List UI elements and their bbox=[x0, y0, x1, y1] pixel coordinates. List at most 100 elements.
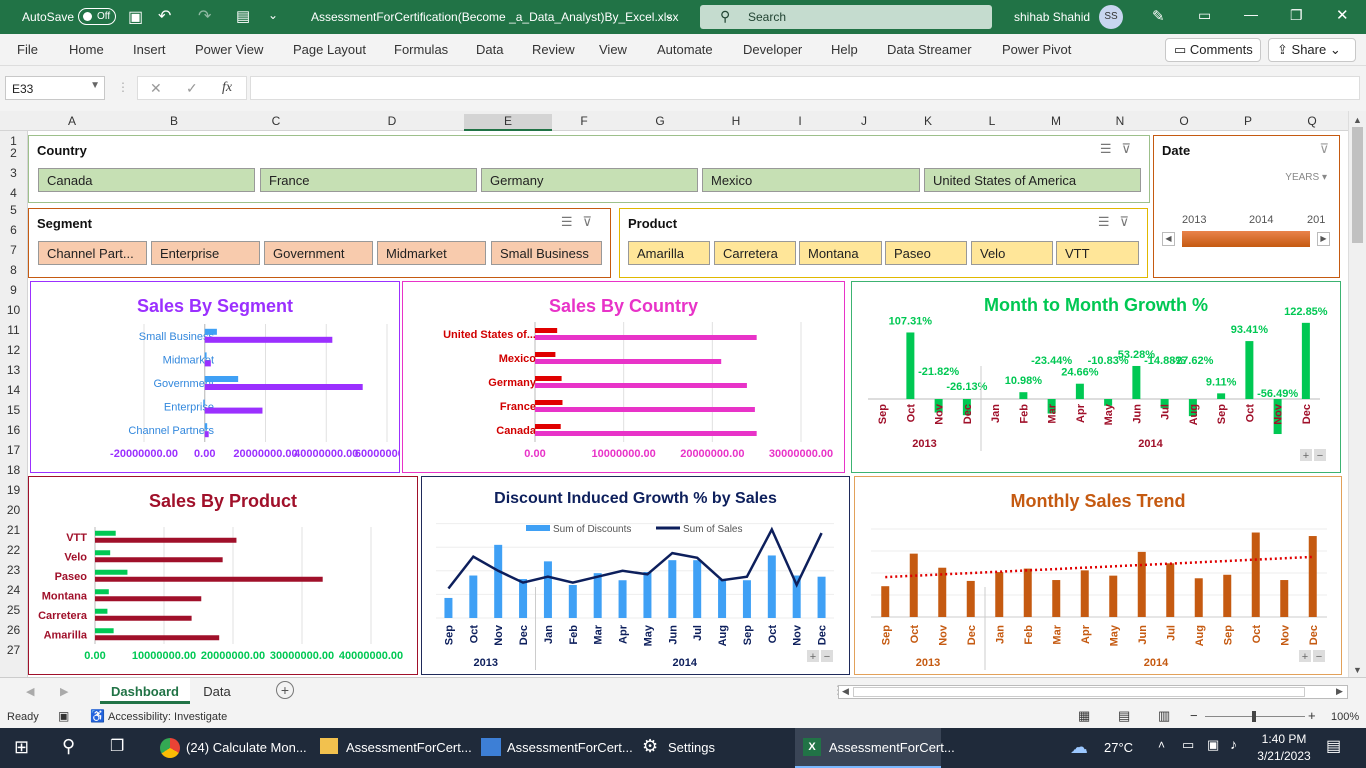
autosave-toggle[interactable]: Off bbox=[78, 8, 116, 25]
row-header[interactable]: 13 bbox=[6, 363, 21, 377]
zoom-out-icon[interactable]: − bbox=[1190, 708, 1198, 723]
row-header[interactable]: 3 bbox=[10, 166, 17, 180]
row-header[interactable]: 24 bbox=[6, 583, 21, 597]
row-header[interactable]: 9 bbox=[10, 283, 17, 297]
normal-view-icon[interactable]: ▦ bbox=[1078, 708, 1091, 723]
slicer-item-vtt[interactable]: VTT bbox=[1056, 241, 1139, 265]
timeline-selection-bar[interactable] bbox=[1182, 231, 1310, 247]
column-header[interactable]: C bbox=[271, 114, 281, 128]
tab-power-pivot[interactable]: Power Pivot bbox=[1002, 42, 1072, 57]
save-icon[interactable]: ▣ bbox=[128, 9, 144, 26]
row-header[interactable]: 8 bbox=[10, 263, 17, 277]
zoom-level[interactable]: 100% bbox=[1331, 711, 1360, 723]
tab-insert[interactable]: Insert bbox=[133, 42, 166, 57]
column-header[interactable]: P bbox=[1243, 114, 1252, 128]
cancel-icon[interactable]: ✕ bbox=[150, 80, 162, 96]
page-layout-view-icon[interactable]: ▤ bbox=[1118, 708, 1131, 723]
multi-select-icon[interactable]: ☰ bbox=[1099, 141, 1122, 156]
column-header[interactable]: H bbox=[731, 114, 741, 128]
customize-qat-icon[interactable]: ⌄ bbox=[268, 8, 279, 22]
column-header[interactable]: F bbox=[580, 114, 588, 128]
row-header[interactable]: 17 bbox=[6, 443, 21, 457]
insert-function-icon[interactable]: fx bbox=[222, 80, 233, 95]
volume-icon[interactable]: ♪ bbox=[1230, 736, 1237, 752]
tab-page-layout[interactable]: Page Layout bbox=[293, 42, 367, 57]
row-header[interactable]: 1 bbox=[10, 134, 17, 148]
row-header[interactable]: 7 bbox=[10, 243, 17, 257]
meet-now-icon[interactable]: ▭ bbox=[1182, 737, 1195, 752]
form-icon[interactable]: ▤ bbox=[236, 8, 251, 25]
slicer-item-france[interactable]: France bbox=[260, 168, 477, 192]
accessibility-icon[interactable]: ♿ bbox=[90, 709, 105, 723]
column-header[interactable]: D bbox=[387, 114, 397, 128]
task-view-icon[interactable]: ❐ bbox=[110, 738, 125, 755]
column-header[interactable]: M bbox=[1051, 114, 1061, 128]
notifications-icon[interactable]: ▤ bbox=[1326, 738, 1342, 755]
chart-monthly-trend[interactable]: Monthly Sales Trend Sep Oct Nov Dec Jan Feb Ma… bbox=[854, 476, 1342, 675]
slicer-item-small-business[interactable]: Small Business bbox=[491, 241, 602, 265]
tab-power-view[interactable]: Power View bbox=[195, 42, 264, 57]
row-header[interactable]: 18 bbox=[6, 463, 21, 477]
taskbar-app-photos[interactable]: AssessmentForCert... bbox=[507, 740, 633, 755]
slicer-item-amarilla[interactable]: Amarilla bbox=[628, 241, 710, 265]
slicer-item-government[interactable]: Government bbox=[264, 241, 373, 265]
row-header[interactable]: 2 bbox=[10, 146, 17, 160]
slicer-item-usa[interactable]: United States of America bbox=[924, 168, 1141, 192]
chart-month-growth[interactable]: Month to Month Growth % 107.31% -21.82% -2… bbox=[851, 281, 1341, 473]
row-header[interactable]: 21 bbox=[6, 523, 21, 537]
row-header[interactable]: 16 bbox=[6, 423, 21, 437]
column-header[interactable]: O bbox=[1179, 114, 1189, 128]
sheet-tab-dashboard[interactable]: Dashboard bbox=[100, 678, 190, 704]
settings-gear-icon[interactable]: ⚙ bbox=[642, 736, 659, 756]
taskbar-app-excel[interactable]: AssessmentForCert... bbox=[829, 740, 955, 755]
column-header[interactable]: I bbox=[798, 114, 802, 128]
row-header[interactable]: 5 bbox=[10, 203, 17, 217]
column-header-selected[interactable]: E bbox=[464, 114, 552, 131]
tab-help[interactable]: Help bbox=[831, 42, 858, 57]
chrome-icon[interactable] bbox=[160, 738, 180, 758]
add-sheet-icon[interactable]: + bbox=[276, 681, 294, 699]
comments-button[interactable]: ▭ Comments bbox=[1165, 38, 1261, 62]
slicer-item-paseo[interactable]: Paseo bbox=[885, 241, 967, 265]
page-break-view-icon[interactable]: ▥ bbox=[1158, 708, 1171, 723]
clear-filter-icon[interactable]: ⊽ bbox=[1119, 214, 1139, 229]
tab-developer[interactable]: Developer bbox=[743, 42, 803, 57]
ribbon-display-icon[interactable]: ▭ bbox=[1198, 7, 1212, 23]
row-header[interactable]: 12 bbox=[6, 343, 21, 357]
row-header[interactable]: 20 bbox=[6, 503, 21, 517]
slicer-item-channel-partners[interactable]: Channel Part... bbox=[38, 241, 147, 265]
scroll-right-icon[interactable]: ▶ bbox=[1336, 686, 1343, 696]
clear-filter-icon[interactable]: ⊽ bbox=[1121, 141, 1141, 156]
time-level-select[interactable]: YEARS ▾ bbox=[1285, 172, 1327, 183]
scroll-left-icon[interactable]: ◀ bbox=[842, 686, 849, 696]
timeline-right-icon[interactable]: ▶ bbox=[1317, 232, 1330, 246]
column-header[interactable]: J bbox=[861, 114, 867, 128]
taskbar-app-chrome[interactable]: (24) Calculate Mon... bbox=[186, 740, 307, 755]
accessibility-status[interactable]: Accessibility: Investigate bbox=[108, 711, 228, 723]
row-header[interactable]: 4 bbox=[10, 186, 17, 200]
zoom-slider-thumb[interactable] bbox=[1252, 711, 1256, 722]
row-header[interactable]: 22 bbox=[6, 543, 21, 557]
folder-icon[interactable] bbox=[320, 738, 338, 754]
chart-discount-growth[interactable]: Discount Induced Growth % by Sales Sum o… bbox=[421, 476, 850, 675]
slicer-item-mexico[interactable]: Mexico bbox=[702, 168, 920, 192]
undo-icon[interactable]: ↶ bbox=[158, 8, 172, 25]
row-header[interactable]: 26 bbox=[6, 623, 21, 637]
column-header[interactable]: N bbox=[1115, 114, 1125, 128]
tab-automate[interactable]: Automate bbox=[657, 42, 713, 57]
clock-time[interactable]: 1:40 PM bbox=[1261, 732, 1307, 746]
vertical-scrollbar[interactable]: ▲ ▼ bbox=[1348, 111, 1366, 677]
avatar[interactable]: SS bbox=[1099, 5, 1123, 29]
horizontal-scrollbar[interactable]: ◀ ▶ bbox=[838, 685, 1348, 699]
slicer-item-velo[interactable]: Velo bbox=[971, 241, 1053, 265]
search-box[interactable]: ⚲ Search bbox=[700, 5, 992, 29]
macro-record-icon[interactable]: ▣ bbox=[58, 709, 70, 723]
taskbar-app-explorer[interactable]: AssessmentForCert... bbox=[346, 740, 472, 755]
redo-icon[interactable]: ↷ bbox=[198, 8, 212, 25]
slicer-item-carretera[interactable]: Carretera bbox=[714, 241, 796, 265]
windows-start-icon[interactable]: ⊞ bbox=[14, 737, 30, 757]
sheet-tab-data[interactable]: Data bbox=[203, 684, 231, 699]
worksheet-grid[interactable]: Country ☰⊽ Canada France Germany Mexico … bbox=[28, 131, 1348, 677]
next-sheet-icon[interactable]: ▶ bbox=[60, 686, 69, 698]
column-header[interactable]: B bbox=[169, 114, 178, 128]
